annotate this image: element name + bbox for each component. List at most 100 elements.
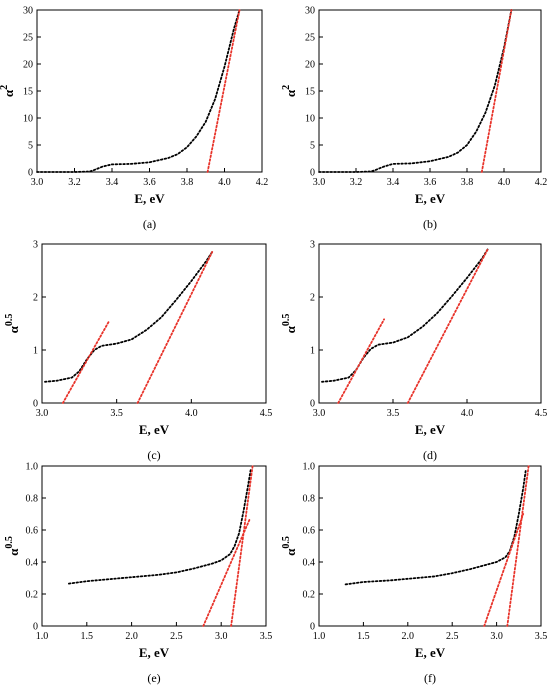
plot-frame bbox=[41, 465, 267, 627]
x-tick-label: 1.5 bbox=[81, 631, 94, 642]
x-tick-label: 3.2 bbox=[350, 177, 363, 188]
panel-caption: (e) bbox=[147, 671, 160, 685]
plot-frame bbox=[36, 9, 263, 173]
x-tick-label: 2.5 bbox=[446, 631, 459, 642]
x-tick-label: 4.0 bbox=[185, 408, 198, 419]
y-tick-label: 30 bbox=[23, 6, 33, 17]
y-tick-label: 30 bbox=[305, 6, 315, 17]
x-tick-label: 3.0 bbox=[490, 631, 503, 642]
x-tick-label: 3.6 bbox=[424, 177, 437, 188]
x-tick-label: 3.0 bbox=[313, 177, 326, 188]
data-series-line bbox=[44, 250, 214, 383]
x-tick-label: 3.8 bbox=[461, 177, 474, 188]
fit-line bbox=[62, 319, 111, 404]
y-tick-label: 0.6 bbox=[26, 526, 39, 537]
y-tick-label: 10 bbox=[305, 114, 315, 125]
y-axis-label: α2 bbox=[0, 85, 16, 97]
panel-caption: (c) bbox=[147, 448, 160, 462]
y-axis-label-exponent: 0.5 bbox=[281, 314, 292, 327]
panel-caption: (d) bbox=[423, 448, 437, 462]
x-tick-label: 3.0 bbox=[313, 408, 326, 419]
plot-frame bbox=[318, 243, 542, 404]
x-axis-label: E, eV bbox=[415, 191, 446, 206]
x-tick-label: 3.6 bbox=[143, 177, 156, 188]
y-axis-label-exponent: 0.5 bbox=[4, 314, 15, 327]
x-tick-label: 4.5 bbox=[535, 408, 548, 419]
fit-line bbox=[483, 513, 525, 627]
x-tick-label: 3.4 bbox=[106, 177, 119, 188]
y-tick-label: 2 bbox=[33, 293, 38, 304]
x-axis-label: E, eV bbox=[134, 191, 165, 206]
fit-line bbox=[506, 465, 530, 627]
x-tick-label: 3.5 bbox=[110, 408, 123, 419]
y-axis-label-base: α bbox=[283, 89, 298, 97]
data-series-line bbox=[36, 9, 241, 173]
y-tick-label: 25 bbox=[305, 33, 315, 44]
x-tick-label: 4.0 bbox=[218, 177, 231, 188]
x-tick-label: 4.2 bbox=[256, 177, 269, 188]
x-tick-label: 2.0 bbox=[125, 631, 138, 642]
chart-panel-5: 1.0 1.5 2.0 2.5 3.0 3.5 0 0.2 0.4 0.6 0.8 1.0 E, eV α… bbox=[4, 462, 272, 686]
y-tick-label: 1 bbox=[33, 346, 38, 357]
chart-panel-3: 3.0 3.5 4.0 4.5 0 1 2 3 E, eV α0.5 (c) bbox=[4, 240, 272, 463]
y-tick-label: 0 bbox=[33, 622, 38, 633]
y-tick-label: 0 bbox=[310, 622, 315, 633]
y-axis-label: α0.5 bbox=[281, 314, 298, 334]
chart-panel-4: 3.0 3.5 4.0 4.5 0 1 2 3 E, eV α0.5 (d) bbox=[281, 240, 547, 463]
x-tick-label: 3.4 bbox=[387, 177, 400, 188]
y-axis-label-exponent: 2 bbox=[0, 85, 10, 90]
fit-line bbox=[206, 9, 241, 173]
fit-line bbox=[480, 9, 513, 173]
x-tick-label: 3.0 bbox=[31, 177, 44, 188]
y-tick-label: 20 bbox=[305, 60, 315, 71]
y-tick-label: 0.8 bbox=[26, 494, 39, 505]
y-axis-label-base: α bbox=[1, 89, 16, 97]
y-tick-label: 3 bbox=[310, 240, 315, 251]
x-tick-label: 3.5 bbox=[535, 631, 548, 642]
y-tick-label: 1 bbox=[310, 346, 315, 357]
y-tick-label: 3 bbox=[33, 240, 38, 251]
x-axis-label: E, eV bbox=[139, 422, 170, 437]
y-axis-label-base: α bbox=[6, 325, 21, 333]
fit-line bbox=[406, 248, 489, 404]
x-tick-label: 3.2 bbox=[68, 177, 81, 188]
chart-panel-1: 3.0 3.2 3.4 3.6 3.8 4.0 4.2 0 5 10 15 20 25 30 E, eV α2… bbox=[0, 6, 268, 232]
y-axis-label: α0.5 bbox=[4, 536, 21, 556]
x-tick-label: 3.5 bbox=[260, 631, 273, 642]
x-tick-label: 2.0 bbox=[402, 631, 415, 642]
x-tick-label: 4.5 bbox=[260, 408, 273, 419]
panel-caption: (b) bbox=[423, 217, 437, 231]
x-tick-label: 3.0 bbox=[215, 631, 228, 642]
y-tick-label: 1.0 bbox=[26, 462, 39, 473]
y-axis-label-base: α bbox=[283, 325, 298, 333]
x-tick-label: 4.0 bbox=[498, 177, 511, 188]
x-tick-label: 1.0 bbox=[313, 631, 326, 642]
y-tick-label: 0 bbox=[310, 399, 315, 410]
y-tick-label: 2 bbox=[310, 293, 315, 304]
chart-panel-6: 1.0 1.5 2.0 2.5 3.0 3.5 0 0.2 0.4 0.6 0.8 1.0 E, eV α… bbox=[281, 462, 547, 686]
x-tick-label: 3.8 bbox=[181, 177, 194, 188]
y-axis-label: α2 bbox=[281, 85, 298, 97]
panel-caption: (f) bbox=[424, 671, 436, 685]
x-tick-label: 1.5 bbox=[357, 631, 370, 642]
y-tick-label: 5 bbox=[28, 141, 33, 152]
fit-line bbox=[337, 318, 386, 404]
y-axis-label-base: α bbox=[6, 548, 21, 556]
y-tick-label: 0.8 bbox=[303, 494, 316, 505]
x-tick-label: 4.2 bbox=[535, 177, 548, 188]
y-tick-label: 0 bbox=[28, 168, 33, 179]
fit-line bbox=[136, 250, 214, 404]
fit-line bbox=[202, 517, 251, 627]
x-tick-label: 3.0 bbox=[36, 408, 49, 419]
y-tick-label: 20 bbox=[23, 60, 33, 71]
y-tick-label: 0.2 bbox=[26, 590, 39, 601]
y-axis-label: α0.5 bbox=[281, 536, 298, 556]
y-tick-label: 10 bbox=[23, 114, 33, 125]
y-tick-label: 0.4 bbox=[303, 558, 316, 569]
y-tick-label: 25 bbox=[23, 33, 33, 44]
data-series-line bbox=[344, 468, 527, 586]
y-tick-label: 0.6 bbox=[303, 526, 316, 537]
y-tick-label: 5 bbox=[310, 141, 315, 152]
y-axis-label-base: α bbox=[283, 548, 298, 556]
